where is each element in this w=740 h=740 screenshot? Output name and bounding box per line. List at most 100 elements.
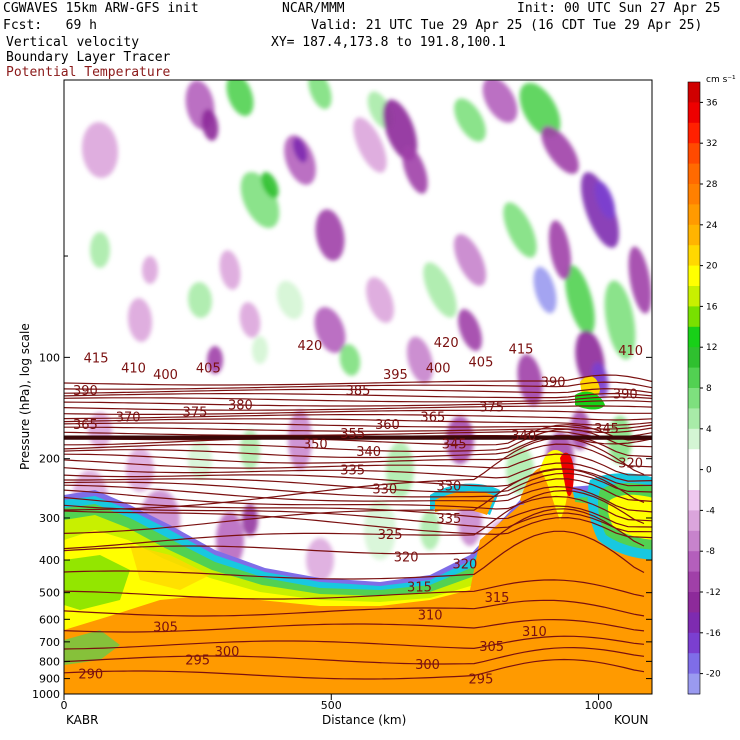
x-axis-end-station: KOUN	[614, 713, 648, 727]
velocity-cell	[187, 282, 213, 318]
distance-axis: 0 500 1000	[61, 694, 613, 712]
velocity-cell	[207, 346, 223, 374]
colorbar-units: cm s⁻¹	[706, 75, 736, 85]
theta-label: 295	[469, 673, 494, 688]
theta-label: 310	[418, 608, 443, 623]
y-tick-label: 1000	[32, 688, 60, 701]
theta-contour	[64, 468, 645, 534]
velocity-cell	[226, 80, 254, 117]
velocity-cell	[420, 510, 440, 550]
theta-label: 340	[356, 445, 381, 460]
colorbar-tick-label: 28	[706, 180, 718, 190]
theta-label: 315	[485, 591, 510, 606]
theta-contour	[64, 504, 652, 533]
x-axis-start-station: KABR	[66, 713, 98, 727]
colorbar: -20 -16 -12 -8 -4 0 4 8 12 16 20 24 28 32 36	[687, 81, 721, 695]
y-tick-label: 400	[39, 554, 60, 567]
theta-label: 375	[183, 406, 208, 421]
velocity-cell	[446, 416, 474, 464]
theta-contour	[64, 381, 652, 390]
tracer-band	[130, 545, 210, 590]
theta-contour	[64, 618, 645, 633]
model-title: CGWAVES 15km ARW-GFS init	[3, 1, 199, 16]
y-tick-label: 700	[39, 636, 60, 649]
theta-label: 315	[407, 581, 432, 596]
colorbar-swatch	[688, 184, 700, 205]
theta-label: 400	[153, 368, 178, 383]
theta-contour	[64, 443, 652, 468]
colorbar-swatch	[688, 82, 700, 103]
velocity-cell	[219, 250, 241, 290]
theta-label: 370	[116, 411, 141, 426]
colorbar-swatch	[688, 408, 700, 430]
theta-label: 365	[420, 411, 445, 426]
theta-label: 415	[84, 351, 109, 366]
velocity-cell	[292, 137, 308, 163]
colorbar-tick-label: -8	[706, 547, 715, 557]
theta-contour	[64, 430, 652, 438]
velocity-cell	[548, 220, 572, 280]
velocity-cell	[503, 202, 537, 258]
valid-time: Valid: 21 UTC Tue 29 Apr 25 (16 CDT Tue …	[311, 18, 703, 33]
pressure-axis: 100 200 300 400 500 600 700 800 900 1000	[32, 255, 652, 701]
theta-label: 395	[383, 368, 408, 383]
velocity-cell	[90, 232, 110, 268]
velocity-cell	[353, 117, 387, 173]
velocity-cell	[126, 448, 154, 492]
theta-label: 300	[215, 645, 240, 660]
theta-contour	[64, 579, 645, 600]
colorbar-tick-label: -12	[706, 588, 721, 598]
colorbar-swatch	[688, 571, 700, 593]
velocity-cell	[242, 504, 258, 536]
theta-contour	[64, 392, 652, 399]
theta-label: 375	[479, 401, 504, 416]
y-tick-label: 600	[39, 613, 60, 626]
theta-contour	[64, 468, 652, 488]
velocity-cell	[628, 246, 652, 314]
theta-contour	[64, 635, 645, 650]
field-label-vertical-velocity: Vertical velocity	[6, 35, 140, 50]
init-time: Init: 00 UTC Sun 27 Apr 25	[517, 1, 721, 16]
theta-contour	[64, 530, 645, 580]
velocity-cell	[457, 309, 483, 351]
theta-contour-labels: 415 410 400 405 420 390 375 380 385 395 400 405 420 4…	[73, 336, 643, 688]
theta-label: 390	[613, 387, 638, 402]
colorbar-tick-label: 8	[706, 384, 712, 394]
theta-label: 420	[297, 339, 322, 354]
theta-label: 345	[594, 422, 619, 437]
colorbar-swatch	[688, 592, 700, 613]
velocity-cell	[565, 265, 595, 335]
theta-label: 295	[185, 654, 210, 669]
theta-label: 410	[618, 344, 643, 359]
velocity-cell	[276, 280, 304, 320]
colorbar-swatch	[688, 510, 700, 532]
colorbar-swatch	[688, 306, 700, 328]
colorbar-tick-label: 36	[706, 98, 718, 108]
velocity-cell	[240, 430, 260, 470]
theta-label: 365	[73, 418, 98, 433]
theta-label: 390	[73, 384, 98, 399]
velocity-cell	[541, 126, 579, 174]
velocity-cell	[261, 171, 279, 199]
colorbar-swatch	[688, 286, 700, 307]
theta-label: 405	[469, 356, 494, 371]
velocity-cell	[575, 391, 605, 410]
theta-label: 300	[415, 658, 440, 673]
theta-label: 360	[375, 418, 400, 433]
field-label-potential-temperature: Potential Temperature	[6, 65, 171, 80]
colorbar-tick-label: 20	[706, 262, 718, 272]
theta-contour	[64, 496, 652, 528]
y-axis-label: Pressure (hPa), log scale	[18, 323, 32, 470]
tracer-band	[64, 630, 120, 665]
colorbar-swatch	[688, 347, 700, 369]
colorbar-swatch	[688, 632, 700, 654]
theta-label: 410	[121, 361, 146, 376]
theta-label: 330	[372, 482, 397, 497]
velocity-cell	[314, 306, 346, 354]
velocity-cell	[364, 500, 396, 560]
velocity-cell	[366, 277, 394, 323]
colorbar-swatch	[688, 551, 700, 573]
colorbar-tick-label: 24	[706, 221, 718, 231]
theta-contour	[64, 599, 645, 617]
theta-label: 305	[479, 640, 504, 655]
